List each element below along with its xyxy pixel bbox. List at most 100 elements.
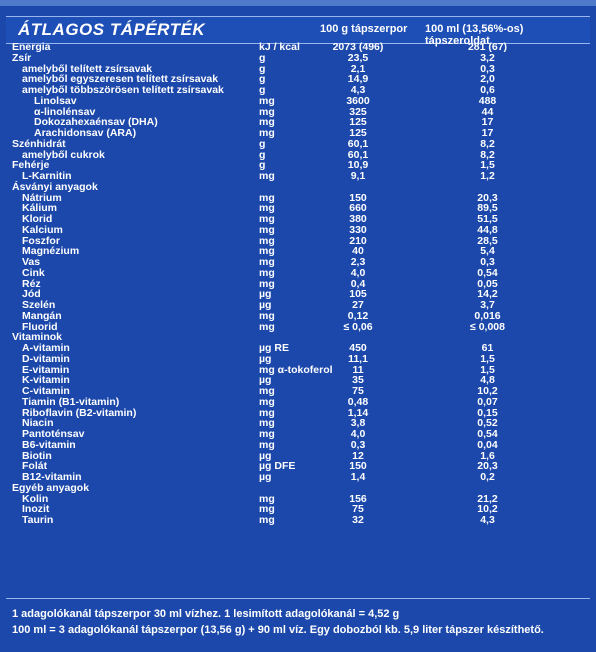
value-per-100ml: 51,5 (477, 213, 498, 225)
nutrient-unit: mg (259, 105, 275, 118)
nutrient-name: Réz (22, 277, 41, 290)
value-per-100ml: 0,15 (477, 406, 498, 419)
value-per-100g: 4,0 (350, 266, 366, 279)
value-per-100ml: 4,8 (480, 374, 495, 387)
nutrient-unit: mg (259, 395, 275, 408)
nutrient-unit: mg (259, 191, 275, 204)
nutrient-name: Vitaminok (12, 331, 62, 344)
value-per-100g: 35 (352, 374, 364, 387)
nutrient-unit: mg (259, 116, 275, 129)
table-row: Energia kJ / kcal 2073 (496) 281 (67) (0, 42, 596, 53)
table-row: Fluorid mg ≤ 0,06 ≤ 0,008 (0, 320, 596, 333)
table-row: Riboflavin (B2-vitamin) mg 1,14 0,15 (0, 406, 596, 419)
value-per-100ml: 3,7 (480, 299, 495, 311)
table-row: Egyéb anyagok (0, 482, 596, 494)
table-header: ÁTLAGOS TÁPÉRTÉK 100 g tápszerpor 100 ml… (6, 16, 590, 47)
table-row: Biotin µg 12 1,6 (0, 449, 596, 462)
value-per-100ml: 20,3 (477, 460, 498, 473)
nutrient-name: amelyből cukrok (22, 148, 105, 161)
top-strip (0, 0, 596, 6)
table-row: Kalcium mg 330 44,8 (0, 223, 596, 236)
footer-line-2: 100 ml = 3 adagolókanál tápszerpor (13,5… (12, 624, 544, 636)
value-per-100g: 60,1 (347, 137, 369, 150)
table-row: B6-vitamin mg 0,3 0,04 (0, 438, 596, 451)
nutrient-unit: mg (259, 320, 275, 333)
value-per-100ml: 8,2 (480, 148, 495, 161)
table-row: Kálium mg 660 89,5 (0, 203, 596, 214)
nutrition-table-body: Energia kJ / kcal 2073 (496) 281 (67) Zsír g 2… (0, 42, 596, 526)
nutrient-name: Zsír (12, 51, 32, 64)
value-per-100g: 32 (352, 514, 364, 526)
table-row: Arachidonsav (ARA) mg 125 17 (0, 128, 596, 139)
nutrient-unit: g (259, 62, 266, 75)
nutrient-unit: mg (259, 503, 275, 516)
footer-line-1: 1 adagolókanál tápszerpor 30 ml vízhez. … (12, 608, 400, 620)
table-row: Inozit mg 75 10,2 (0, 504, 596, 515)
nutrient-unit: mg (259, 492, 275, 505)
nutrient-name: Ásványi anyagok (12, 180, 98, 193)
table-row: Magnézium mg 40 5,4 (0, 246, 596, 257)
table-row: Fehérje g 10,9 1,5 (0, 160, 596, 171)
value-per-100ml: 1,5 (480, 352, 495, 365)
value-per-100ml: 17 (481, 127, 494, 139)
nutrient-unit: µg RE (259, 342, 289, 354)
table-row: E-vitamin mg α-tokoferol 11 1,5 (0, 363, 596, 376)
nutrient-name: A-vitamin (22, 342, 70, 354)
value-per-100g: 210 (349, 234, 367, 247)
nutrient-name: Taurin (22, 514, 54, 526)
value-per-100ml: 61 (481, 342, 494, 354)
nutrient-unit: mg (259, 213, 275, 225)
value-per-100ml: 89,5 (477, 202, 498, 215)
table-row: α-linolénsav mg 325 44 (0, 105, 596, 118)
nutrient-unit: mg α-tokoferol (259, 363, 333, 376)
nutrient-name: D-vitamin (22, 352, 70, 365)
value-per-100ml: 20,3 (477, 191, 498, 204)
nutrient-name: Arachidonsav (ARA) (34, 127, 137, 139)
value-per-100ml: 0,52 (477, 417, 498, 430)
table-row: L-Karnitin mg 9,1 1,2 (0, 171, 596, 182)
table-row: Dokozahexaénsav (DHA) mg 125 17 (0, 117, 596, 128)
nutrient-unit: g (259, 73, 266, 86)
table-row: Mangán mg 0,12 0,016 (0, 309, 596, 322)
value-per-100ml: 0,54 (477, 266, 498, 279)
value-per-100g: 450 (349, 342, 367, 354)
nutrient-name: Mangán (22, 309, 62, 322)
table-row: Linolsav mg 3600 488 (0, 94, 596, 107)
nutrient-unit: mg (259, 266, 275, 279)
value-per-100g: 0,3 (350, 438, 366, 451)
nutrient-unit: g (259, 84, 266, 96)
value-per-100ml: 488 (478, 94, 497, 107)
value-per-100ml: 0,54 (477, 428, 498, 440)
value-per-100g: 150 (349, 460, 367, 473)
value-per-100ml: 10,2 (477, 385, 498, 397)
nutrient-unit: kJ / kcal (259, 41, 300, 53)
value-per-100ml: 1,6 (480, 449, 495, 462)
nutrient-name: Szelén (22, 299, 56, 311)
table-row: amelyből cukrok g 60,1 8,2 (0, 148, 596, 161)
value-per-100g: 3,8 (350, 417, 366, 430)
nutrient-unit: µg (259, 352, 272, 365)
value-per-100g: 0,48 (347, 395, 369, 408)
value-per-100g: 23,5 (347, 51, 369, 64)
value-per-100g: 9,1 (350, 170, 366, 182)
value-per-100ml: ≤ 0,008 (470, 320, 505, 333)
value-per-100ml: 0,3 (480, 62, 495, 75)
nutrient-unit: mg (259, 223, 275, 236)
nutrient-unit: mg (259, 234, 275, 247)
value-per-100ml: 281 (67) (467, 41, 508, 53)
nutrient-name: Kálium (22, 202, 58, 215)
nutrient-unit: µg (259, 471, 272, 483)
value-per-100ml: 0,07 (477, 395, 498, 408)
table-row: amelyből telített zsírsavak g 2,1 0,3 (0, 62, 596, 75)
value-per-100g: 330 (349, 223, 367, 236)
nutrient-name: Linolsav (34, 94, 77, 107)
nutrient-name: Klorid (22, 213, 53, 225)
value-per-100ml: 28,5 (477, 234, 498, 247)
value-per-100ml: 21,2 (477, 492, 498, 505)
nutrient-name: C-vitamin (22, 385, 70, 397)
value-per-100g: 660 (349, 202, 367, 215)
nutrient-unit: µg (259, 299, 272, 311)
nutrient-name: B12-vitamin (22, 471, 82, 483)
value-per-100g: 11,1 (348, 352, 368, 365)
